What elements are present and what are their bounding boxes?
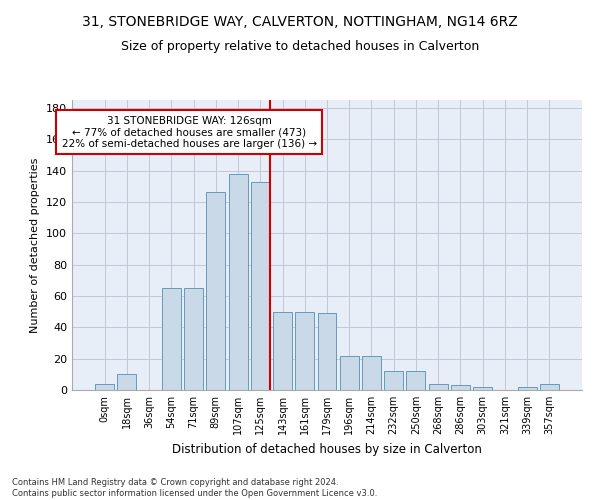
Bar xyxy=(473,387,492,390)
Text: Contains HM Land Registry data © Crown copyright and database right 2024.
Contai: Contains HM Land Registry data © Crown c… xyxy=(12,478,377,498)
Bar xyxy=(362,356,381,390)
Bar xyxy=(384,371,403,390)
Bar xyxy=(295,312,314,390)
X-axis label: Distribution of detached houses by size in Calverton: Distribution of detached houses by size … xyxy=(172,442,482,456)
Bar xyxy=(429,384,448,390)
Y-axis label: Number of detached properties: Number of detached properties xyxy=(31,158,40,332)
Bar xyxy=(518,387,536,390)
Bar xyxy=(118,374,136,390)
Text: 31 STONEBRIDGE WAY: 126sqm
← 77% of detached houses are smaller (473)
22% of sem: 31 STONEBRIDGE WAY: 126sqm ← 77% of deta… xyxy=(62,116,317,149)
Text: 31, STONEBRIDGE WAY, CALVERTON, NOTTINGHAM, NG14 6RZ: 31, STONEBRIDGE WAY, CALVERTON, NOTTINGH… xyxy=(82,15,518,29)
Bar xyxy=(162,288,181,390)
Bar xyxy=(273,312,292,390)
Text: Size of property relative to detached houses in Calverton: Size of property relative to detached ho… xyxy=(121,40,479,53)
Bar xyxy=(229,174,248,390)
Bar xyxy=(206,192,225,390)
Bar xyxy=(540,384,559,390)
Bar xyxy=(317,313,337,390)
Bar xyxy=(251,182,270,390)
Bar xyxy=(340,356,359,390)
Bar xyxy=(451,386,470,390)
Bar xyxy=(406,371,425,390)
Bar xyxy=(184,288,203,390)
Bar xyxy=(95,384,114,390)
